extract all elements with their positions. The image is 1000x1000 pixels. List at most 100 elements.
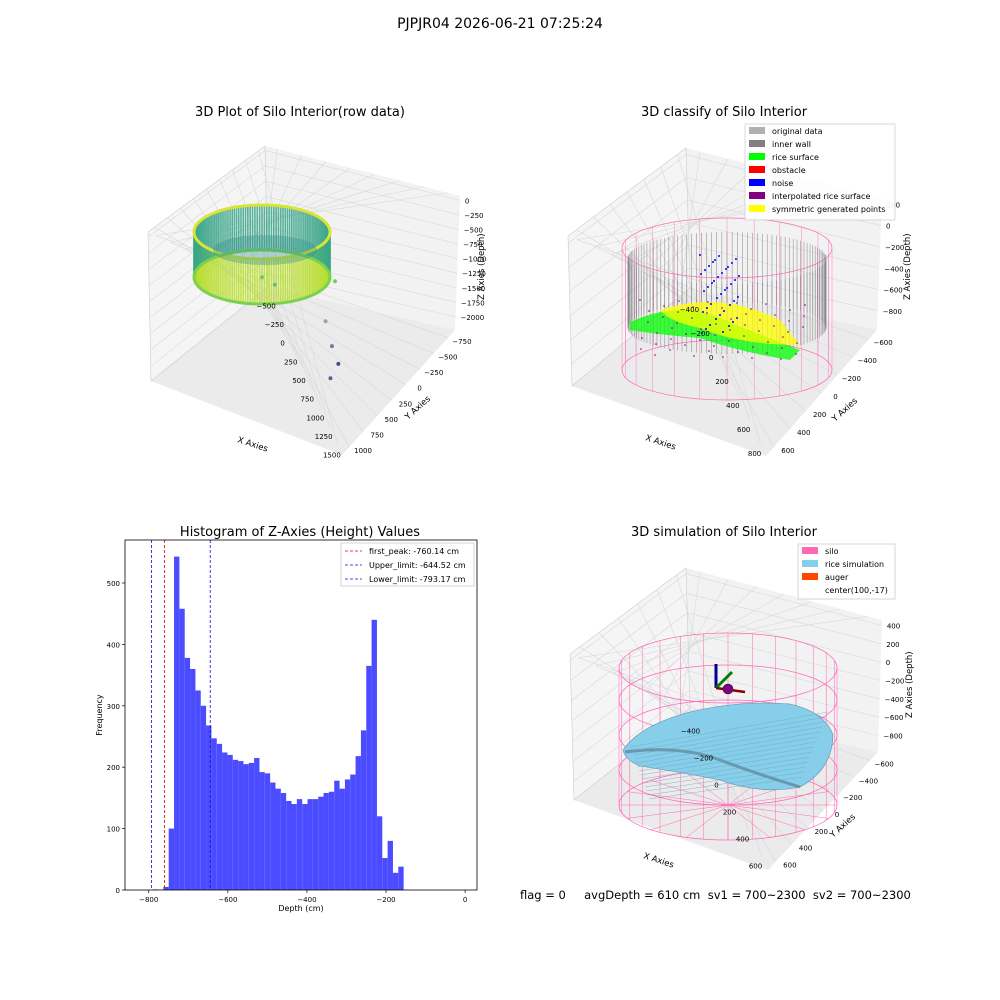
grid-line-z [267, 272, 456, 318]
sim-title: 3D simulation of Silo Interior [631, 525, 818, 540]
y-tick-label: 250 [399, 400, 412, 408]
raw-outlier-point [333, 279, 338, 284]
silo-wire-base-spoke [650, 780, 729, 806]
x-tick-label: −500 [256, 302, 275, 310]
y-tick-label: 750 [371, 432, 384, 440]
raw-outlier-point [336, 361, 341, 366]
noise-point [712, 261, 714, 263]
raw-x-label: X Axies [236, 435, 269, 454]
y-tick-label: −600 [875, 760, 894, 768]
grid-line-y-wall [664, 578, 729, 697]
z-tick-label: −200 [885, 678, 904, 686]
hist-bar [328, 791, 335, 890]
interpolated-point [787, 331, 789, 333]
noise-point [704, 269, 706, 271]
x-tick-label: 1000 [307, 414, 325, 422]
noise-point [723, 310, 725, 312]
x-tick-label: 1500 [323, 452, 341, 460]
panel-simulation-3d: 3D simulation of Silo Interior −400 −200 0… [569, 525, 915, 871]
hist-bar [243, 764, 249, 890]
grid-line-z [686, 573, 882, 626]
interpolated-point [713, 345, 715, 347]
y-tick-label: 600 [781, 447, 794, 455]
rice-surface-mesh [646, 766, 807, 792]
classify-legend-label: rice surface [772, 153, 819, 162]
sim-legend: silo rice simulation auger center(100,-17) [797, 543, 896, 600]
hist-bar [248, 762, 255, 890]
z-tick-label: −1750 [461, 299, 485, 307]
interpolated-point [662, 316, 664, 318]
grid-line-y-wall [595, 608, 841, 666]
noise-point [734, 279, 736, 281]
raw-outlier-point [272, 282, 277, 287]
noise-point [733, 300, 735, 302]
x-tick-label: 800 [748, 450, 761, 458]
grid-line-z [688, 222, 880, 269]
y-tick-label: 600 [783, 862, 796, 870]
grid-line-y-wall [680, 151, 701, 285]
grid-line-z-wall [147, 150, 266, 238]
panel-raw-title: 3D Plot of Silo Interior(row data) [195, 105, 405, 120]
z-tick-label: 0 [886, 223, 890, 231]
hist-bar [376, 816, 383, 890]
hist-bar [334, 780, 340, 890]
hist-bar [264, 773, 271, 890]
hist-bar [339, 788, 345, 890]
grid-line-z-wall [573, 690, 690, 782]
interpolated-point [802, 326, 804, 328]
interpolated-point [737, 351, 739, 353]
noise-point [727, 266, 729, 268]
z-tick-label: −750 [463, 241, 482, 249]
hist-bar [259, 772, 265, 890]
interpolated-point [655, 343, 657, 345]
hist-bar [206, 725, 212, 890]
grid-line-z [686, 592, 882, 645]
classify-legend-swatch [749, 127, 765, 134]
hist-bar [232, 759, 239, 890]
rice-surface-mesh [644, 761, 809, 788]
interpolated-point [773, 325, 775, 327]
hist-bar [280, 792, 287, 890]
hist-legend-label: Upper_limit: -644.52 cm [369, 561, 466, 570]
y-tick-label: −200 [842, 375, 861, 383]
interpolated-point [671, 327, 673, 329]
y-tick-label: −250 [424, 369, 443, 377]
hist-bar [195, 690, 201, 890]
interpolated-point [700, 328, 702, 330]
noise-point [738, 275, 740, 277]
x-tick-label: 500 [292, 377, 305, 385]
rice-surface-mesh [647, 771, 805, 796]
hist-bar [270, 782, 276, 890]
rice-surface-mesh [631, 716, 827, 752]
noise-point [722, 331, 724, 333]
rice-surface-mesh [643, 756, 811, 784]
rice-surface-shadow [624, 748, 801, 789]
rice-simulation-surface [622, 702, 834, 791]
classify-legend-label: original data [772, 127, 823, 136]
y-tick-label: 0 [833, 393, 837, 401]
raw-outlier-point [323, 319, 328, 324]
grid-line-z-wall [570, 593, 687, 681]
hist-bar [163, 886, 169, 890]
hist-y-tick-label: 400 [107, 641, 120, 649]
grid-line-y [260, 283, 350, 448]
raw-ring-bottom [192, 248, 332, 306]
panel-classify-3d: 3D classify of Silo Interior −400 −200 0 20… [567, 105, 913, 458]
noise-point [710, 303, 712, 305]
grid-line-z [266, 196, 459, 245]
hist-legend-label: Lower_limit: -793.17 cm [369, 575, 466, 584]
x-tick-label: −250 [265, 321, 284, 329]
hist-bar [355, 756, 361, 890]
interpolated-point [795, 353, 797, 355]
grid-line-y-wall [629, 593, 785, 682]
hist-bar [222, 752, 228, 890]
hist-bar [371, 619, 377, 890]
interpolated-point [789, 309, 791, 311]
rice-surface-mesh [629, 711, 829, 748]
sim-legend-label: silo [825, 547, 839, 556]
noise-point [725, 268, 727, 270]
hist-y-tick-label: 300 [107, 703, 120, 711]
interpolated-point [685, 333, 687, 335]
raw-y-label: Y Axies [403, 394, 434, 423]
noise-point [732, 321, 734, 323]
